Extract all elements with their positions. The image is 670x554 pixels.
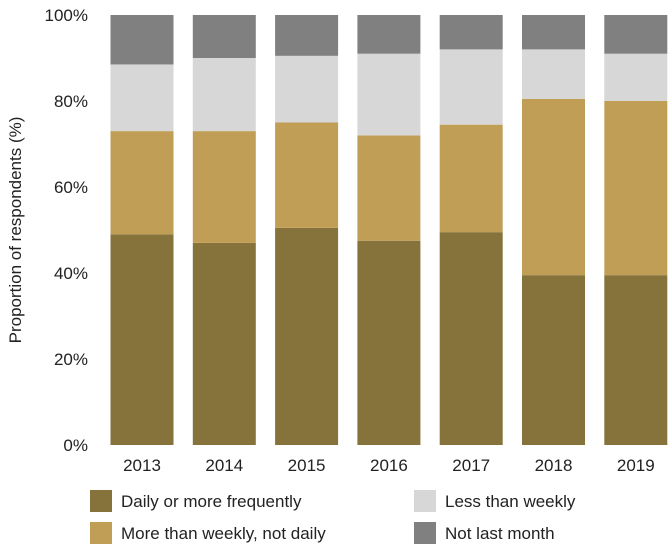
legend-swatch-less-than-weekly — [414, 490, 436, 512]
bar-2015-not-last-month — [275, 15, 339, 56]
bar-2013-not-last-month — [110, 15, 174, 65]
x-tick-label: 2016 — [370, 456, 408, 475]
legend-label-daily-or-more-frequently: Daily or more frequently — [121, 492, 302, 511]
legend-label-not-last-month: Not last month — [445, 524, 555, 543]
y-tick-label: 80% — [54, 92, 88, 111]
bar-2015-less-than-weekly — [275, 55, 339, 123]
bar-2014-daily-or-more-frequently — [192, 242, 256, 445]
legend: Daily or more frequently More than weekly… — [90, 490, 576, 544]
bar-2014-more-than-weekly-not-daily — [192, 131, 256, 243]
x-axis: 2013 2014 2015 2016 2017 2018 2019 — [123, 456, 655, 475]
bar-2017-daily-or-more-frequently — [439, 232, 503, 445]
bar-2016-more-than-weekly-not-daily — [357, 135, 421, 241]
bar-2013-less-than-weekly — [110, 64, 174, 132]
bar-2019-daily-or-more-frequently — [604, 275, 668, 445]
x-tick-label: 2017 — [452, 456, 490, 475]
bar-2013-more-than-weekly-not-daily — [110, 131, 174, 235]
x-tick-label: 2018 — [535, 456, 573, 475]
bar-2016-not-last-month — [357, 15, 421, 54]
bar-2018-less-than-weekly — [522, 49, 585, 99]
y-axis-title: Proportion of respondents (%) — [6, 117, 25, 344]
bar-2017-not-last-month — [439, 15, 503, 50]
bar-2019-less-than-weekly — [604, 53, 668, 101]
y-tick-label: 0% — [63, 436, 88, 455]
bar-2017-less-than-weekly — [439, 49, 503, 125]
bar-2018-more-than-weekly-not-daily — [522, 98, 585, 276]
legend-swatch-more-than-weekly-not-daily — [90, 522, 112, 544]
legend-label-more-than-weekly-not-daily: More than weekly, not daily — [121, 524, 326, 543]
x-tick-label: 2019 — [617, 456, 655, 475]
y-tick-label: 20% — [54, 350, 88, 369]
bar-2013-daily-or-more-frequently — [110, 234, 174, 445]
y-tick-label: 60% — [54, 178, 88, 197]
bar-2019-not-last-month — [604, 15, 668, 54]
bar-2014-not-last-month — [192, 15, 256, 58]
bar-2016-daily-or-more-frequently — [357, 240, 421, 445]
bars-layer — [110, 15, 668, 445]
bar-2018-not-last-month — [522, 15, 585, 50]
bar-2018-daily-or-more-frequently — [522, 275, 585, 445]
bar-2014-less-than-weekly — [192, 58, 256, 132]
legend-label-less-than-weekly: Less than weekly — [445, 492, 576, 511]
bar-2015-more-than-weekly-not-daily — [275, 122, 339, 228]
bar-2019-more-than-weekly-not-daily — [604, 101, 668, 276]
bar-2016-less-than-weekly — [357, 53, 421, 136]
legend-swatch-daily-or-more-frequently — [90, 490, 112, 512]
y-tick-label: 40% — [54, 264, 88, 283]
legend-swatch-not-last-month — [414, 522, 436, 544]
y-axis: 0% 20% 40% 60% 80% 100% — [45, 6, 88, 455]
bar-2015-daily-or-more-frequently — [275, 227, 339, 445]
x-tick-label: 2014 — [205, 456, 243, 475]
y-tick-label: 100% — [45, 6, 88, 25]
bar-2017-more-than-weekly-not-daily — [439, 124, 503, 233]
x-tick-label: 2015 — [288, 456, 326, 475]
x-tick-label: 2013 — [123, 456, 161, 475]
